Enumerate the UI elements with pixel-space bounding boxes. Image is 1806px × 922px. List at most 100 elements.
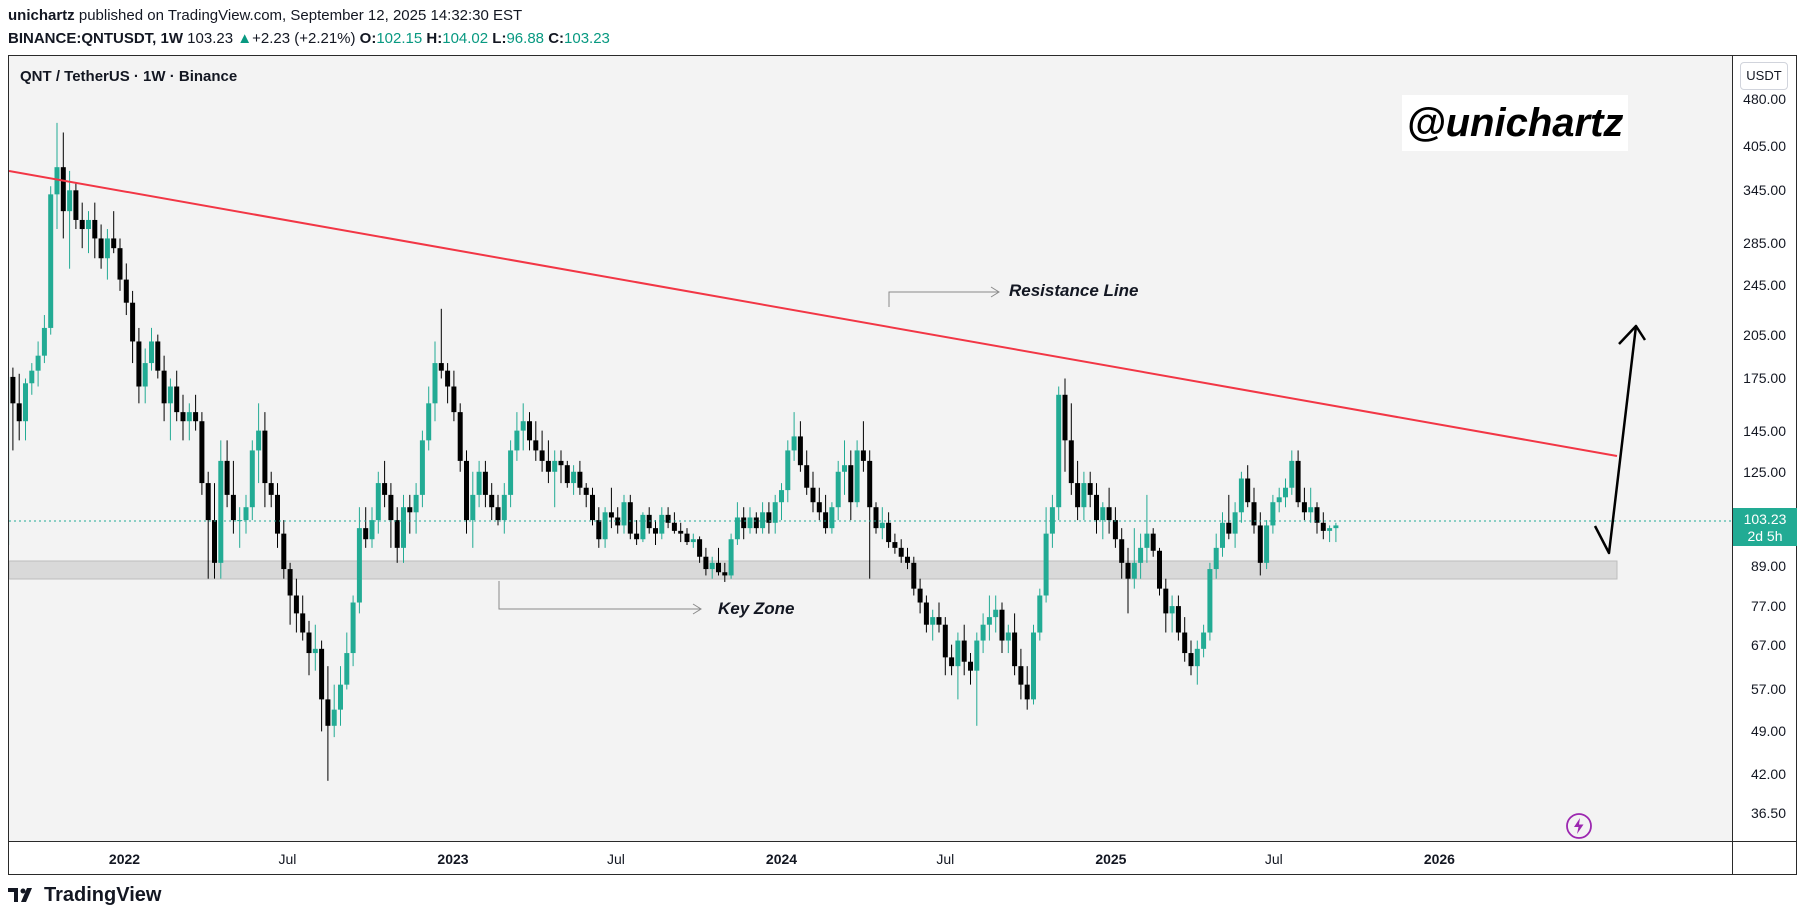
candle-body[interactable] — [1056, 394, 1062, 508]
candle-body[interactable] — [905, 556, 910, 563]
candle-body[interactable] — [797, 436, 803, 466]
candle-body[interactable] — [564, 465, 570, 484]
candle-body[interactable] — [678, 530, 684, 534]
candle-body[interactable] — [243, 507, 249, 521]
candle-body[interactable] — [344, 653, 350, 685]
candle-body[interactable] — [917, 588, 923, 603]
candle-body[interactable] — [558, 460, 564, 466]
candle-body[interactable] — [218, 460, 224, 563]
candle-body[interactable] — [407, 507, 413, 513]
candle-body[interactable] — [911, 562, 917, 589]
candle-body[interactable] — [760, 512, 766, 529]
projection-arrow[interactable] — [1593, 325, 1638, 555]
candle-body[interactable] — [249, 450, 255, 508]
candle-body[interactable] — [117, 248, 123, 280]
candle-body[interactable] — [382, 483, 388, 495]
candle-body[interactable] — [1094, 494, 1099, 521]
candlestick-chart[interactable] — [9, 56, 1732, 841]
candle-body[interactable] — [1283, 487, 1288, 498]
footer-brand[interactable]: TradingView — [8, 884, 161, 907]
key-zone-rect[interactable] — [9, 560, 1618, 580]
candle-body[interactable] — [1163, 588, 1169, 614]
candle-body[interactable] — [1232, 512, 1238, 534]
candle-body[interactable] — [621, 502, 627, 526]
candle-body[interactable] — [734, 517, 740, 540]
candle-body[interactable] — [86, 219, 91, 230]
candle-body[interactable] — [980, 624, 986, 641]
candle-body[interactable] — [325, 699, 331, 726]
candle-body[interactable] — [640, 514, 646, 540]
candle-body[interactable] — [955, 640, 961, 667]
candle-body[interactable] — [854, 450, 860, 503]
candle-body[interactable] — [653, 528, 658, 534]
candle-body[interactable] — [224, 460, 230, 495]
candle-body[interactable] — [659, 514, 665, 534]
candle-body[interactable] — [501, 494, 507, 521]
candle-body[interactable] — [29, 370, 35, 384]
candle-body[interactable] — [545, 460, 551, 472]
candle-body[interactable] — [149, 341, 154, 364]
candle-body[interactable] — [577, 471, 583, 488]
candle-body[interactable] — [1100, 507, 1106, 521]
candle-body[interactable] — [930, 617, 936, 625]
candle-body[interactable] — [1207, 569, 1213, 633]
candle-body[interactable] — [1238, 478, 1244, 513]
candle-body[interactable] — [363, 528, 369, 540]
candle-body[interactable] — [60, 167, 66, 212]
candle-body[interactable] — [356, 528, 362, 603]
candle-body[interactable] — [1169, 606, 1175, 614]
candle-body[interactable] — [646, 514, 652, 529]
candle-body[interactable] — [1257, 525, 1263, 563]
candle-body[interactable] — [892, 542, 898, 548]
key-zone-label[interactable]: Key Zone — [718, 599, 795, 618]
candle-body[interactable] — [256, 430, 262, 451]
candle-body[interactable] — [1018, 666, 1024, 685]
candle-body[interactable] — [968, 661, 973, 671]
candle-body[interactable] — [615, 517, 621, 526]
candle-body[interactable] — [1175, 606, 1181, 633]
candle-body[interactable] — [1005, 632, 1011, 641]
candle-body[interactable] — [1144, 533, 1150, 548]
candle-body[interactable] — [375, 483, 381, 521]
candle-body[interactable] — [457, 412, 463, 461]
candle-body[interactable] — [161, 370, 167, 404]
candle-body[interactable] — [10, 376, 16, 404]
candle-body[interactable] — [1276, 497, 1282, 503]
candle-body[interactable] — [539, 450, 545, 461]
candle-body[interactable] — [671, 522, 677, 531]
candle-body[interactable] — [489, 494, 495, 508]
candle-body[interactable] — [476, 471, 482, 495]
candle-body[interactable] — [1270, 502, 1276, 526]
candle-body[interactable] — [823, 512, 829, 529]
candle-body[interactable] — [1295, 460, 1301, 503]
candle-body[interactable] — [810, 487, 816, 503]
candle-body[interactable] — [571, 471, 577, 484]
candle-body[interactable] — [464, 460, 469, 521]
candle-body[interactable] — [860, 450, 866, 461]
candle-body[interactable] — [48, 194, 54, 328]
candle-body[interactable] — [886, 522, 892, 543]
candle-body[interactable] — [949, 657, 955, 667]
candle-body[interactable] — [1314, 507, 1320, 523]
candle-body[interactable] — [275, 494, 280, 534]
candle-body[interactable] — [432, 363, 438, 404]
chart-symbol-title[interactable]: QNT / TetherUS · 1W · Binance — [20, 68, 238, 85]
candle-body[interactable] — [1062, 394, 1068, 441]
candle-body[interactable] — [1182, 632, 1188, 654]
candle-body[interactable] — [1150, 533, 1156, 551]
candle-body[interactable] — [936, 617, 942, 625]
candle-body[interactable] — [331, 709, 337, 726]
candle-body[interactable] — [533, 440, 539, 451]
candle-body[interactable] — [879, 522, 885, 529]
candle-body[interactable] — [338, 684, 343, 710]
candle-body[interactable] — [1245, 478, 1251, 503]
candle-body[interactable] — [167, 386, 173, 404]
candle-body[interactable] — [136, 341, 142, 387]
candle-body[interactable] — [779, 490, 784, 503]
candle-body[interactable] — [1327, 528, 1333, 531]
candle-body[interactable] — [35, 355, 41, 371]
candle-body[interactable] — [942, 624, 948, 658]
candle-body[interactable] — [1301, 502, 1307, 513]
candle-body[interactable] — [1049, 507, 1055, 534]
candle-body[interactable] — [445, 370, 451, 387]
